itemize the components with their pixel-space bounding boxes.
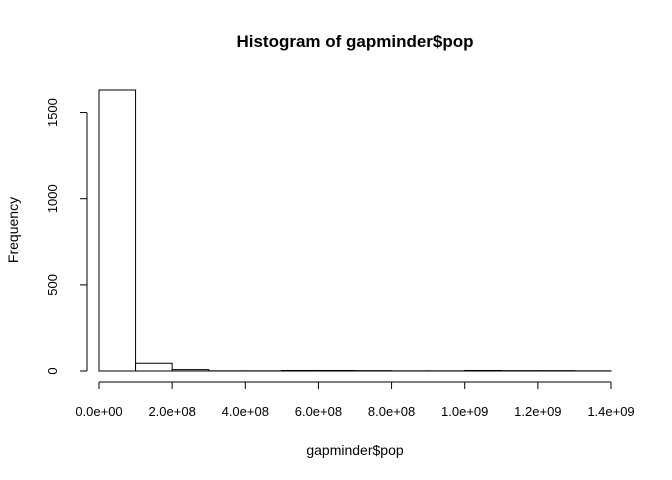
histogram-bar [317,369,356,372]
histogram-bar [171,369,210,372]
x-axis-label: gapminder$pop [306,442,404,458]
x-tick-label: 1.2e+09 [514,404,561,419]
histogram-bar [135,362,173,372]
x-tick-label: 2.0e+08 [148,404,195,419]
x-tick-label: 1.0e+09 [441,404,488,419]
y-axis: 0 500 1000 1500 [45,98,88,375]
y-tick-label: 0 [45,367,60,374]
x-tick-label: 4.0e+08 [222,404,269,419]
y-tick-label: 1000 [45,184,60,213]
histogram-bar [281,369,319,372]
x-tick-label: 0.0e+00 [75,404,122,419]
x-axis: 0.0e+00 2.0e+08 4.0e+08 6.0e+08 8.0e+08 1.0e+… [75,381,635,419]
x-tick-label: 8.0e+08 [368,404,415,419]
bars-group [98,89,612,372]
x-tick-label: 6.0e+08 [295,404,342,419]
histogram-bar [98,89,137,372]
histogram-bar [464,369,502,372]
chart-title: Histogram of gapminder$pop [236,32,473,51]
y-tick-label: 1500 [45,98,60,127]
x-tick-label: 1.4e+09 [587,404,634,419]
y-axis-label: Frequency [5,197,21,263]
y-tick-label: 500 [45,274,60,296]
